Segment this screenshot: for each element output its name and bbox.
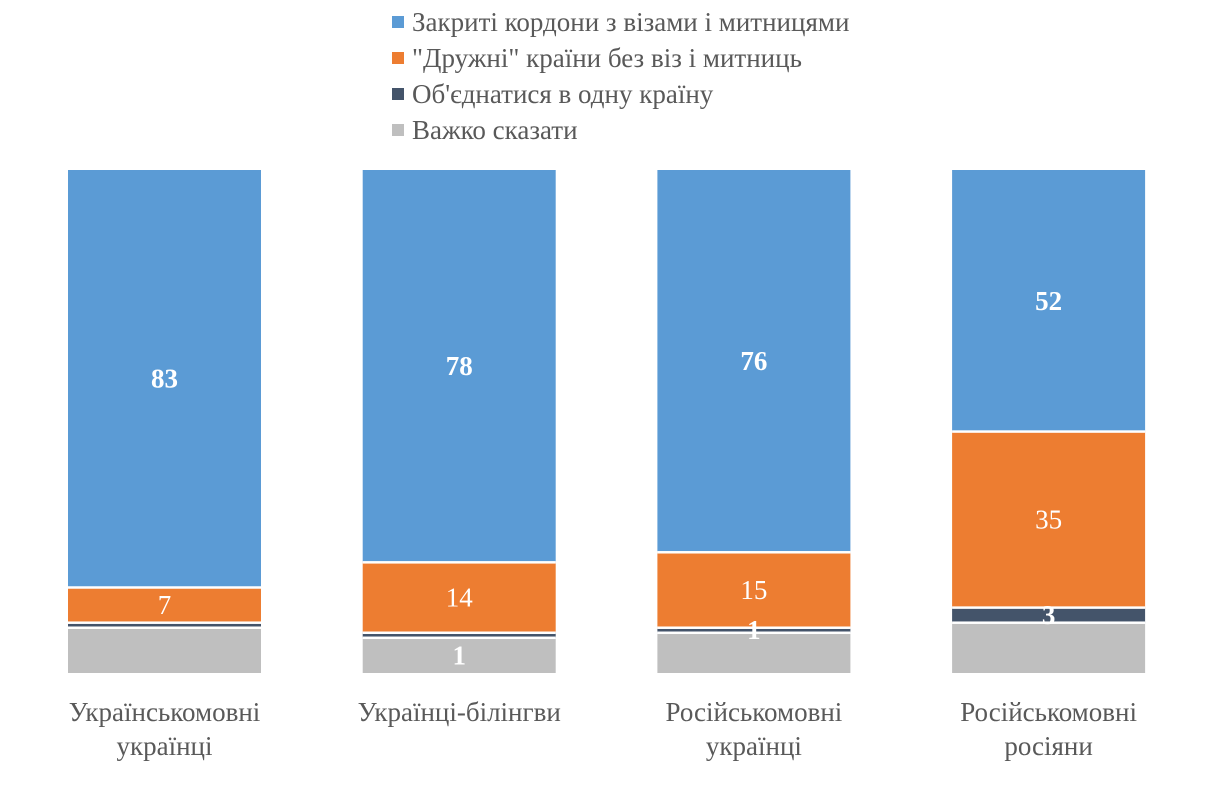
bar-segment (68, 170, 261, 588)
data-label: 35 (1035, 505, 1062, 535)
legend-label: Важко сказати (412, 114, 578, 145)
data-label: 78 (446, 351, 473, 381)
bar-segment (362, 637, 556, 673)
legend-swatch (392, 16, 404, 28)
category-label: Російськомовні (666, 697, 843, 727)
data-label: 1 (747, 615, 761, 645)
bar-segment (952, 431, 1146, 608)
bar-segment (952, 170, 1146, 432)
category-label: Українці-білінгви (358, 697, 561, 727)
bar-segment (952, 607, 1146, 623)
bar-segment (362, 632, 556, 638)
bar-segment (68, 627, 261, 673)
data-label: 3 (1042, 600, 1056, 630)
bar-segment (657, 627, 851, 633)
category-label: українці (116, 731, 212, 761)
bar-segment (68, 622, 261, 628)
category-label: Російськомовні (960, 697, 1137, 727)
segment-separator (952, 621, 1146, 624)
segment-separator (657, 631, 851, 635)
data-label: 52 (1035, 286, 1062, 316)
legend-label: Об'єднатися в одну країну (412, 78, 714, 109)
data-label: 76 (740, 346, 767, 376)
segment-separator (68, 626, 261, 629)
legend-item: "Дружні" країни без віз і митниць (392, 40, 849, 76)
legend-swatch (392, 52, 404, 64)
segment-separator (362, 636, 556, 640)
legend-label: "Дружні" країни без віз і митниць (412, 42, 802, 73)
segment-separator (952, 430, 1146, 433)
category-label: росіяни (1004, 731, 1092, 761)
legend-swatch (392, 124, 404, 136)
data-label: 7 (158, 590, 172, 620)
data-label: 15 (740, 575, 767, 605)
segment-separator (657, 626, 851, 629)
segment-separator (952, 606, 1146, 609)
category-label: українці (706, 731, 802, 761)
category-label: Українськомовні (69, 697, 261, 727)
data-label: 1 (452, 640, 466, 670)
bar-segment (657, 632, 851, 673)
segment-separator (362, 561, 556, 564)
data-label: 83 (151, 364, 178, 394)
chart-legend: Закриті кордони з візами і митницями "Дру… (392, 4, 849, 148)
legend-swatch (392, 88, 404, 100)
bar-segment (657, 170, 851, 553)
bar-segment (952, 622, 1146, 673)
bar-segment (362, 562, 556, 633)
segment-separator (657, 551, 851, 554)
segment-separator (68, 621, 261, 624)
bar-segment (362, 170, 556, 563)
data-label: 14 (446, 583, 474, 613)
segment-separator (68, 586, 261, 589)
bar-segment (657, 552, 851, 628)
bar-segment (68, 587, 261, 623)
segment-separator (362, 631, 556, 635)
legend-item: Об'єднатися в одну країну (392, 76, 849, 112)
legend-label: Закриті кордони з візами і митницями (412, 6, 850, 37)
legend-item: Важко сказати (392, 112, 849, 148)
legend-item: Закриті кордони з візами і митницями (392, 4, 849, 40)
